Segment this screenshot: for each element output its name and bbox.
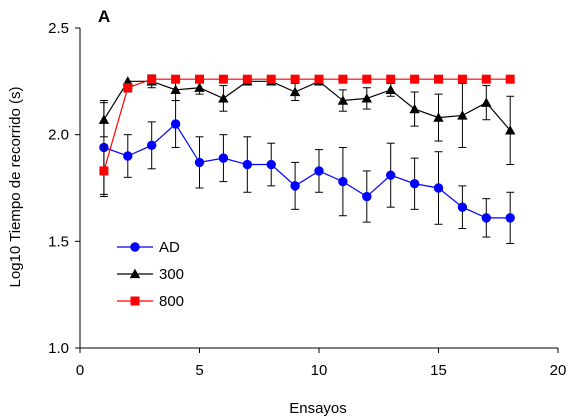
data-point [505,213,515,223]
data-point [195,74,204,84]
data-point [433,112,444,122]
data-point [505,74,515,84]
data-point [218,93,229,103]
legend-marker [130,242,140,252]
series-line [103,123,511,219]
data-point [147,74,157,84]
data-point [147,140,157,151]
legend: AD 300 800 [117,239,184,310]
data-point [409,103,420,114]
data-point [457,110,468,120]
data-point [242,159,253,170]
data-point [290,74,300,84]
data-point [218,153,229,163]
data-point [98,114,110,124]
legend-item-ad: AD [117,239,180,256]
y-tick-label: 2.0 [48,127,69,144]
data-point [481,213,491,223]
data-point [385,84,396,95]
legend-label: AD [159,239,180,256]
x-tick-label: 0 [76,362,84,379]
data-point [386,74,396,84]
legend-item-300: 300 [117,266,184,283]
data-point [314,166,324,176]
data-point [290,181,300,191]
data-point [338,176,348,187]
data-point [99,166,109,176]
y-tick-label: 2.5 [48,20,69,37]
data-point [242,74,252,84]
data-point [361,93,372,103]
series-layer [98,74,516,244]
legend-marker [130,296,140,306]
y-axis-label: Log10 Tiempo de recorrido (s) [7,87,24,288]
data-point [123,83,133,93]
data-point [218,74,228,84]
data-point [337,95,349,105]
data-point [266,159,276,170]
series-800 [99,74,515,198]
y-tick-label: 1.5 [48,233,69,250]
x-tick-label: 5 [195,362,203,379]
data-point [457,202,468,212]
panel-label: A [98,7,110,26]
data-point [289,86,301,97]
x-axis-label: Ensayos [289,400,347,417]
series-line [103,78,511,172]
y-tick-label: 1.0 [48,340,69,357]
legend-marker [129,268,141,279]
legend-label: 300 [159,266,184,283]
data-point [362,191,372,202]
data-point [409,179,420,189]
legend-item-800: 800 [117,293,184,310]
data-point [434,74,443,84]
x-tick-label: 15 [430,362,447,379]
data-point [386,170,396,180]
x-tick-label: 20 [550,362,567,379]
data-point [457,74,467,84]
data-point [194,157,205,168]
data-point [314,74,324,84]
axes: 0 5 10 15 20 1.0 1.5 2.0 2.5 [48,20,566,379]
series-300 [98,74,516,166]
x-tick-label: 10 [311,362,328,379]
data-point [171,74,181,84]
data-point [505,125,516,135]
data-point [410,74,420,84]
data-point [170,84,181,95]
data-point [194,82,205,92]
data-point [123,151,133,161]
data-point [433,183,444,193]
data-point [481,74,491,84]
series-line [103,80,511,131]
data-point [481,97,492,107]
data-point [170,119,181,129]
data-point [362,74,372,84]
series-ad [99,100,515,244]
data-point [266,74,276,84]
data-point [338,74,348,84]
legend-label: 800 [159,293,184,310]
